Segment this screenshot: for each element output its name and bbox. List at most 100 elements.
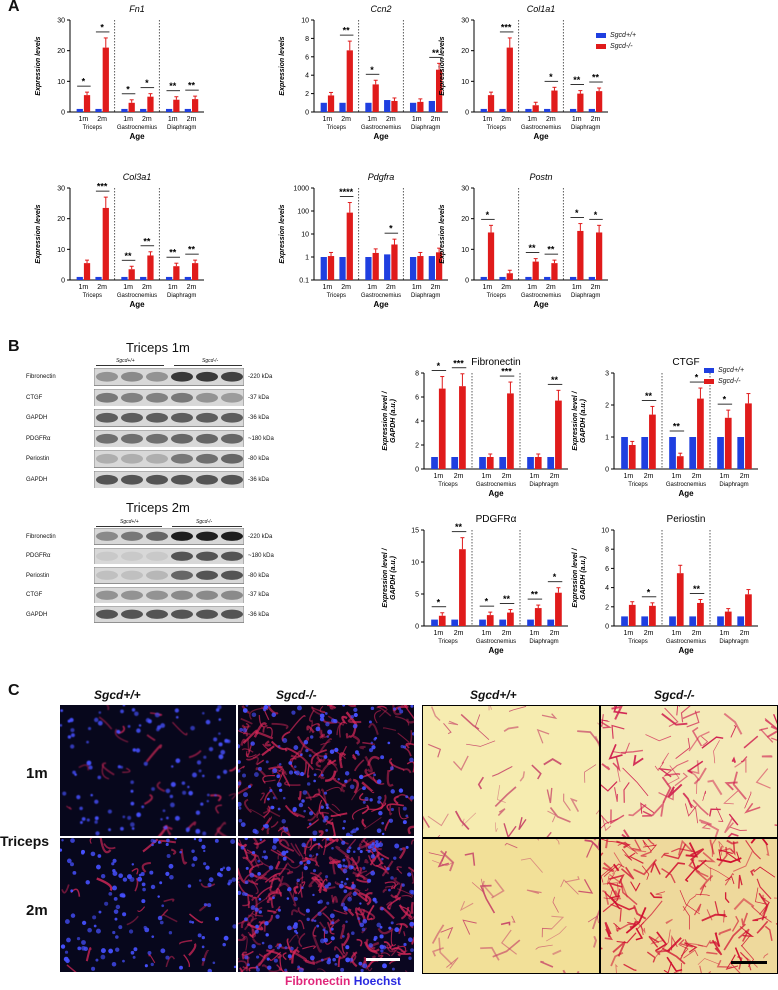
bar-ko [507,612,514,626]
collagen-stain [724,892,730,904]
nucleus [377,800,381,804]
bar-ko [577,93,584,112]
nucleus [179,850,182,854]
collagen-stain [621,829,630,837]
bar-ko [724,611,732,626]
nucleus [240,845,245,850]
fibronectin-stain [307,764,310,778]
nucleus [228,879,233,884]
bar-wt [527,457,534,469]
fibronectin-stain [261,816,272,831]
nucleus [251,943,256,949]
fibronectin-stain [248,914,254,922]
nucleus [120,826,124,831]
nucleus [282,796,286,800]
fibronectin-stain [389,804,393,816]
fibronectin-stain [266,827,270,835]
nucleus [79,806,83,811]
nucleus [388,888,391,892]
nucleus [95,831,100,836]
blot-band [121,590,143,600]
bar-wt [339,102,346,112]
nucleus [272,838,277,842]
nucleus [295,770,300,776]
nucleus [334,962,338,966]
nucleus [268,705,271,707]
fibronectin-stain [165,955,176,968]
legend-swatch-wt [704,368,714,373]
fibronectin-stain [214,821,227,836]
nucleus [390,921,394,925]
collagen-stain [443,722,452,735]
nucleus [326,735,330,738]
sig-marker: ** [343,26,351,36]
collagen-stain [541,927,552,938]
collagen-stain [432,860,454,867]
collagen-stain [663,843,687,860]
collagen-stain [526,889,542,894]
y-tick-label: 0 [605,624,609,631]
collagen-stain [733,897,755,911]
collagen-stain [504,842,518,849]
nucleus [141,899,146,904]
nucleus [386,867,390,871]
collagen-stain [491,879,505,899]
fibronectin-stain [408,866,414,873]
collagen-stain [546,787,553,804]
nucleus [379,944,385,950]
collagen-stain [758,892,768,921]
fibronectin-stain [247,879,259,886]
nucleus [320,805,324,809]
blot-band [196,609,218,619]
y-axis-label: Expression level / [382,390,389,450]
fibronectin-stain [410,901,414,914]
collagen-stain [597,839,599,849]
fibronectin-stain [254,869,271,882]
chart-title: Postn [529,172,552,182]
nucleus [115,947,120,952]
nucleus [409,795,414,800]
group-label: Diaphragm [529,482,558,488]
fibronectin-stain [355,907,362,925]
fibronectin-stain [78,764,90,771]
collagen-stain [464,852,476,866]
fibronectin-stain [315,956,331,964]
nucleus [70,838,75,843]
nucleus [135,748,141,753]
nucleus [70,744,75,749]
blot-band [96,590,118,600]
group-label: Diaphragm [167,293,196,299]
nucleus [226,866,231,872]
nucleus [254,772,259,777]
nucleus [276,774,281,779]
bar-ko [745,594,752,626]
fibronectin-stain [331,803,341,812]
y-tick-label: 0 [61,278,65,285]
nucleus [94,820,98,824]
fibronectin-stain [216,826,228,836]
nucleus [230,839,236,844]
blot-strip [94,429,244,447]
nucleus [222,942,226,947]
collagen-stain [697,958,720,965]
fibronectin-stain [303,838,313,855]
fibronectin-stain [307,806,316,816]
collagen-stain [616,923,636,932]
collagen-stain [686,710,700,728]
nucleus [100,948,106,954]
nucleus [400,744,404,749]
fibronectin-stain [179,939,193,945]
chart-title: Ccn2 [370,4,391,14]
nucleus [200,802,204,806]
blot-band [196,412,218,423]
nucleus [411,732,414,736]
bar-ko [507,393,514,469]
collagen-stain [723,923,746,951]
collagen-stain [689,803,699,824]
group-label: Gastrocnemius [361,293,401,299]
nucleus [344,779,348,783]
bar-ko [532,261,539,280]
group-label: Triceps [628,482,647,488]
nucleus [329,913,335,919]
x-tick-label: 1m [572,284,582,291]
